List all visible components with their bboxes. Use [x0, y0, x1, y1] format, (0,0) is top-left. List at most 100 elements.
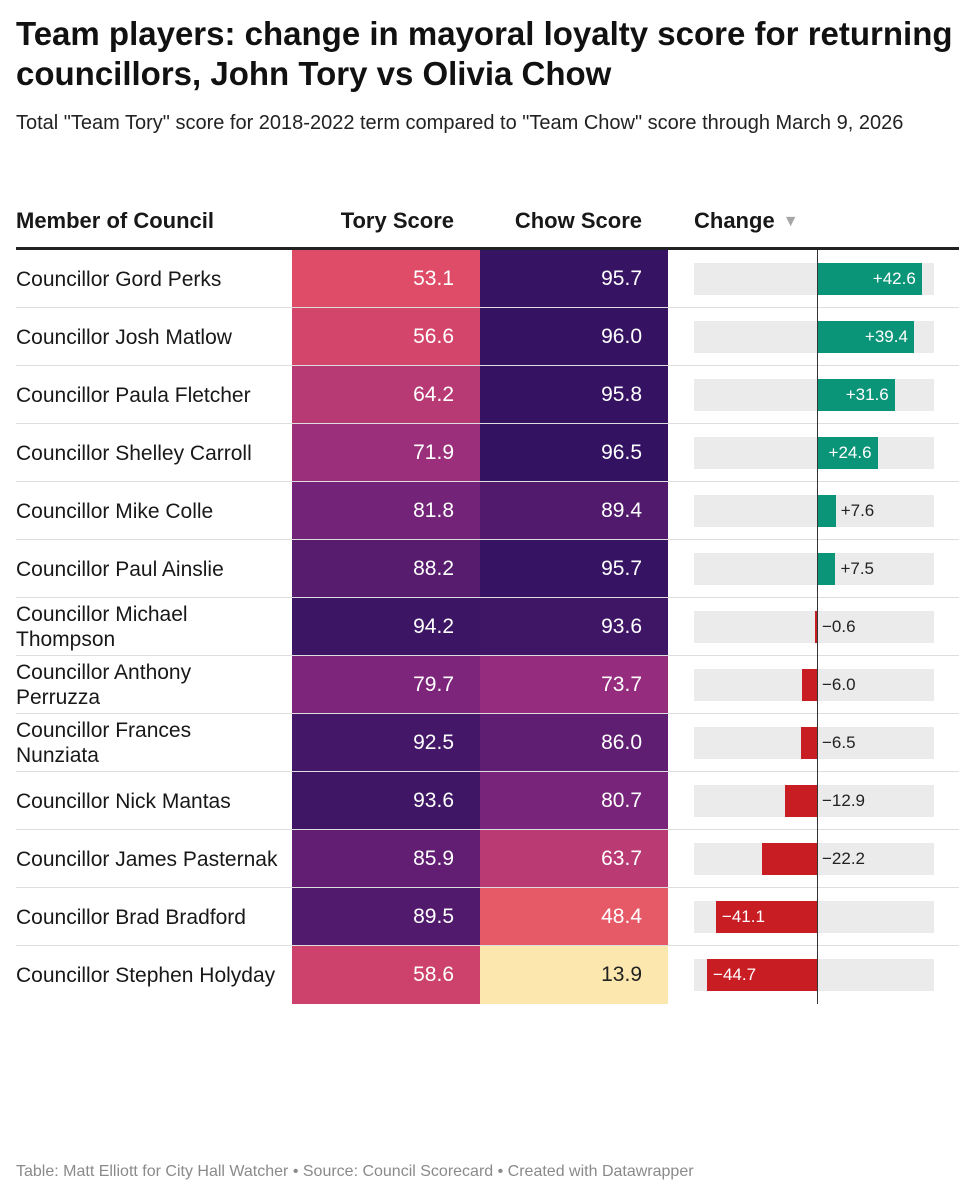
change-value-label: +39.4 — [864, 327, 908, 346]
chow-score-cell: 95.7 — [480, 540, 668, 598]
chow-score-cell: 73.7 — [480, 656, 668, 714]
row-separator — [16, 655, 959, 656]
table-row: Councillor Michael Thompson 94.2 93.6 −0.6 — [0, 598, 975, 656]
change-value-label: +7.6 — [840, 501, 875, 520]
tory-score-cell: 85.9 — [292, 830, 480, 888]
row-separator — [16, 365, 959, 366]
chow-score-cell: 95.7 — [480, 250, 668, 308]
tory-score-cell: 88.2 — [292, 540, 480, 598]
change-bar — [707, 959, 817, 991]
member-name: Councillor Brad Bradford — [16, 905, 246, 929]
change-bar — [817, 437, 878, 469]
sort-descending-icon: ▼ — [782, 213, 799, 230]
change-bar — [815, 611, 817, 643]
column-header-tory-score[interactable]: Tory Score — [340, 208, 454, 233]
change-bar-track — [694, 495, 934, 527]
change-bar — [817, 495, 836, 527]
tory-score-cell: 79.7 — [292, 656, 480, 714]
table-row: Councillor Anthony Perruzza 79.7 73.7 −6.0 — [0, 656, 975, 714]
change-bar — [817, 379, 895, 411]
row-separator — [16, 945, 959, 946]
member-name: Councillor Frances Nunziata — [16, 719, 192, 767]
table-row: Councillor Shelley Carroll 71.9 96.5 +24.6 — [0, 424, 975, 482]
tory-score-cell: 92.5 — [292, 714, 480, 772]
tory-score-cell: 93.6 — [292, 772, 480, 830]
change-value-label: −22.2 — [822, 849, 866, 868]
member-name: Councillor Anthony Perruzza — [16, 661, 192, 709]
tory-score-cell: 71.9 — [292, 424, 480, 482]
column-header-member[interactable]: Member of Council — [16, 208, 215, 233]
member-name: Councillor Gord Perks — [16, 267, 222, 291]
column-header-change[interactable]: Change ▼ — [694, 206, 799, 237]
table-row: Councillor Nick Mantas 93.6 80.7 −12.9 — [0, 772, 975, 830]
member-name: Councillor Paul Ainslie — [16, 557, 224, 581]
tory-score-cell: 58.6 — [292, 946, 480, 1004]
change-header-label: Change — [694, 208, 775, 233]
row-separator — [16, 771, 959, 772]
chow-score-cell: 63.7 — [480, 830, 668, 888]
tory-score-cell: 53.1 — [292, 250, 480, 308]
chow-score-cell: 96.5 — [480, 424, 668, 482]
footer-credits: Table: Matt Elliott for City Hall Watche… — [16, 1163, 694, 1180]
chow-score-cell: 95.8 — [480, 366, 668, 424]
row-separator — [16, 481, 959, 482]
chow-score-cell: 48.4 — [480, 888, 668, 946]
change-bar — [801, 727, 817, 759]
change-bar — [785, 785, 817, 817]
chow-score-cell: 86.0 — [480, 714, 668, 772]
change-value-label: −44.7 — [713, 965, 757, 984]
row-separator — [16, 887, 959, 888]
member-name: Councillor Stephen Holyday — [16, 963, 276, 987]
table-row: Councillor Paul Ainslie 88.2 95.7 +7.5 — [0, 540, 975, 598]
chow-score-cell: 13.9 — [480, 946, 668, 1004]
table-row: Councillor Paula Fletcher 64.2 95.8 +31.6 — [0, 366, 975, 424]
change-bar-track — [694, 437, 934, 469]
change-bar — [715, 901, 817, 933]
member-name: Councillor Paula Fletcher — [16, 383, 251, 407]
change-bar-track — [694, 611, 934, 643]
member-name: Councillor Shelley Carroll — [16, 441, 252, 465]
table-row: Councillor Brad Bradford 89.5 48.4 −41.1 — [0, 888, 975, 946]
change-bar — [817, 263, 922, 295]
header-rule — [16, 247, 959, 250]
tory-score-cell: 81.8 — [292, 482, 480, 540]
member-name: Councillor Mike Colle — [16, 499, 214, 523]
row-separator — [16, 307, 959, 308]
column-header-chow-score[interactable]: Chow Score — [514, 208, 642, 233]
tory-score-cell: 94.2 — [292, 598, 480, 656]
member-name: Councillor Nick Mantas — [16, 789, 231, 813]
row-separator — [16, 597, 959, 598]
chart-title: Team players: change in mayoral loyalty … — [16, 15, 953, 92]
row-separator — [16, 539, 959, 540]
tory-score-cell: 64.2 — [292, 366, 480, 424]
change-bar — [802, 669, 817, 701]
table-row: Councillor Frances Nunziata 92.5 86.0 −6.5 — [0, 714, 975, 772]
change-bar — [762, 843, 817, 875]
tory-score-cell: 89.5 — [292, 888, 480, 946]
change-value-label: −41.1 — [721, 907, 765, 926]
change-value-label: −6.0 — [822, 675, 856, 694]
change-bar-track — [694, 553, 934, 585]
change-value-label: −0.6 — [822, 617, 856, 636]
member-name: Councillor James Pasternak — [16, 847, 278, 871]
tory-score-cell: 56.6 — [292, 308, 480, 366]
table-row: Councillor Gord Perks 53.1 95.7 +42.6 — [0, 250, 975, 308]
change-bar-track — [694, 379, 934, 411]
change-value-label: +7.5 — [840, 559, 874, 578]
change-value-label: +31.6 — [845, 385, 889, 404]
change-value-label: −6.5 — [822, 733, 856, 752]
change-value-label: +42.6 — [872, 269, 916, 288]
row-separator — [16, 713, 959, 714]
change-value-label: +24.6 — [828, 443, 872, 462]
row-separator — [16, 829, 959, 830]
change-bar — [817, 553, 836, 585]
change-zero-line — [817, 250, 818, 1004]
chow-score-cell: 89.4 — [480, 482, 668, 540]
change-bar — [817, 321, 914, 353]
row-separator — [16, 423, 959, 424]
change-value-label: −12.9 — [822, 791, 866, 810]
chart-subtitle: Total "Team Tory" score for 2018-2022 te… — [16, 112, 904, 134]
table-row: Councillor Stephen Holyday 58.6 13.9 −44.7 — [0, 946, 975, 1004]
chow-score-cell: 93.6 — [480, 598, 668, 656]
member-name: Councillor Michael Thompson — [16, 603, 188, 651]
